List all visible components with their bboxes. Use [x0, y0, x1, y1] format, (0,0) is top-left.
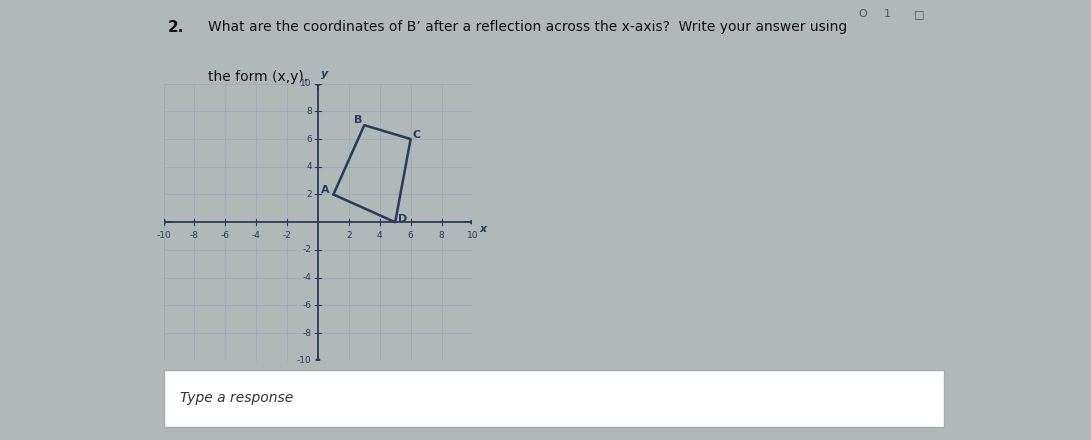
Text: □: □ — [914, 9, 925, 19]
Text: 2: 2 — [346, 231, 351, 239]
Text: A: A — [322, 185, 329, 195]
Text: -8: -8 — [190, 231, 199, 239]
Text: 2.: 2. — [168, 20, 184, 35]
Text: Type a response: Type a response — [180, 391, 293, 405]
Text: 8: 8 — [439, 231, 444, 239]
Text: -2: -2 — [303, 246, 312, 254]
Text: 8: 8 — [307, 107, 312, 116]
FancyArrow shape — [160, 220, 171, 224]
Text: -6: -6 — [303, 301, 312, 310]
Text: -10: -10 — [297, 356, 312, 365]
Text: 10: 10 — [467, 231, 478, 239]
Text: 2: 2 — [307, 190, 312, 199]
Text: What are the coordinates of B’ after a reflection across the x-axis?  Write your: What are the coordinates of B’ after a r… — [208, 20, 848, 34]
Text: -6: -6 — [220, 231, 230, 239]
Text: the form (x,y).: the form (x,y). — [208, 70, 309, 84]
Text: -4: -4 — [303, 273, 312, 282]
Text: B: B — [353, 115, 362, 125]
Bar — [164, 370, 944, 427]
Text: 6: 6 — [307, 135, 312, 143]
Text: C: C — [412, 130, 421, 140]
Text: -10: -10 — [156, 231, 171, 239]
Text: 1: 1 — [884, 9, 890, 19]
FancyArrow shape — [316, 354, 320, 363]
Text: 6: 6 — [408, 231, 413, 239]
Text: y: y — [321, 69, 327, 79]
Text: x: x — [480, 224, 487, 234]
Text: -2: -2 — [283, 231, 291, 239]
Text: -8: -8 — [303, 329, 312, 337]
Text: 4: 4 — [376, 231, 383, 239]
FancyArrow shape — [316, 81, 320, 91]
Text: -4: -4 — [252, 231, 261, 239]
Text: 10: 10 — [300, 79, 312, 88]
Text: D: D — [398, 214, 408, 224]
Text: 4: 4 — [307, 162, 312, 171]
Text: O: O — [859, 9, 867, 19]
FancyArrow shape — [465, 220, 476, 224]
